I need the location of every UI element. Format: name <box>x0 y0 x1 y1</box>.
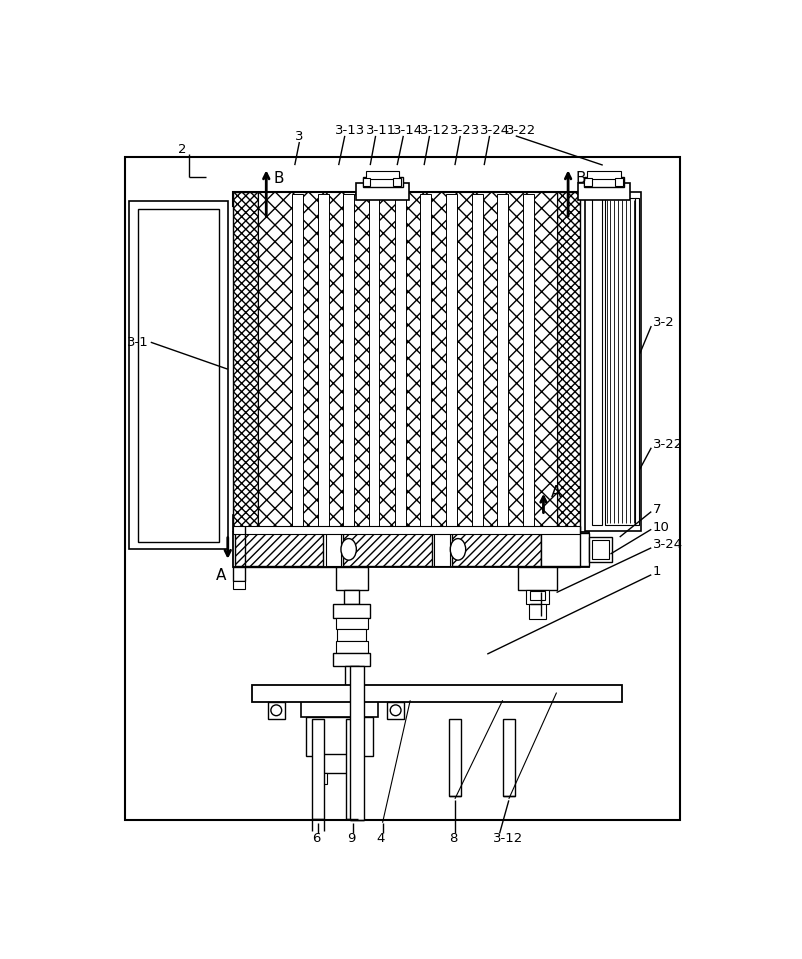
Bar <box>615 178 623 186</box>
Bar <box>343 194 354 529</box>
Text: A: A <box>217 568 227 583</box>
Bar <box>529 591 545 600</box>
Bar <box>369 194 379 529</box>
Bar <box>635 199 639 525</box>
Bar <box>585 192 642 531</box>
Bar <box>585 178 592 186</box>
Text: 3-14: 3-14 <box>393 124 423 137</box>
Bar <box>233 567 245 581</box>
Bar <box>343 533 431 566</box>
Text: 3-24: 3-24 <box>653 538 683 551</box>
Bar <box>447 194 457 529</box>
Bar <box>335 641 368 652</box>
Bar <box>233 192 580 206</box>
Bar <box>541 533 589 566</box>
Bar <box>395 194 406 529</box>
Bar <box>293 194 303 529</box>
Bar <box>318 194 329 529</box>
Bar <box>334 604 371 618</box>
Text: 3-24: 3-24 <box>480 124 510 137</box>
Text: 3-12: 3-12 <box>493 832 524 846</box>
Text: 7: 7 <box>653 503 662 516</box>
Bar <box>578 183 630 199</box>
Bar <box>233 531 589 567</box>
Bar <box>352 773 363 784</box>
Bar <box>268 702 285 718</box>
Text: 3-11: 3-11 <box>366 124 396 137</box>
Bar <box>497 194 508 529</box>
Bar <box>335 618 368 629</box>
Bar <box>233 192 257 531</box>
Bar <box>434 533 450 566</box>
Bar <box>524 194 534 529</box>
Bar <box>526 590 549 604</box>
Bar <box>449 718 461 796</box>
Bar <box>312 718 324 819</box>
Bar <box>420 194 431 529</box>
Bar <box>125 157 680 820</box>
Circle shape <box>271 705 282 715</box>
Bar <box>589 537 612 562</box>
Text: 2: 2 <box>178 143 186 156</box>
Text: 9: 9 <box>347 832 355 846</box>
Bar <box>301 700 378 717</box>
Bar <box>257 192 557 531</box>
Text: A: A <box>550 485 561 500</box>
Bar <box>316 754 363 773</box>
Bar <box>587 172 622 179</box>
Bar <box>452 533 541 566</box>
Text: 3-13: 3-13 <box>334 124 365 137</box>
Bar <box>316 773 327 784</box>
Bar <box>557 192 580 531</box>
Text: 10: 10 <box>653 521 670 533</box>
Bar <box>393 178 401 186</box>
Text: B: B <box>575 171 585 186</box>
Bar <box>326 533 341 566</box>
Text: 8: 8 <box>449 832 457 846</box>
Bar <box>346 718 358 819</box>
Text: 3-12: 3-12 <box>419 124 450 137</box>
Bar <box>503 718 515 796</box>
Text: 3-23: 3-23 <box>450 124 480 137</box>
Ellipse shape <box>450 539 466 560</box>
Ellipse shape <box>341 539 356 560</box>
Bar <box>605 199 636 525</box>
Bar <box>356 183 409 199</box>
Text: 3-22: 3-22 <box>653 438 683 451</box>
Bar <box>233 526 580 534</box>
Bar <box>335 567 368 590</box>
Bar <box>235 533 323 566</box>
Bar <box>334 652 371 667</box>
Bar <box>363 176 403 187</box>
Bar <box>253 685 622 702</box>
Bar <box>585 176 624 187</box>
Circle shape <box>391 705 401 715</box>
Bar <box>344 590 359 604</box>
Text: 6: 6 <box>312 832 320 846</box>
Text: 4: 4 <box>376 832 385 846</box>
Bar <box>138 209 219 542</box>
Bar <box>592 540 609 558</box>
Bar <box>529 604 546 620</box>
Bar <box>387 702 404 718</box>
Text: 3-2: 3-2 <box>653 316 674 330</box>
Text: 3-1: 3-1 <box>127 336 148 349</box>
Bar <box>366 172 399 179</box>
Bar <box>233 516 580 531</box>
Bar <box>592 199 602 525</box>
Bar <box>363 178 371 186</box>
Bar <box>337 629 367 641</box>
Bar <box>518 567 557 590</box>
Text: 3: 3 <box>295 130 303 143</box>
Text: 3-22: 3-22 <box>506 124 536 137</box>
Bar <box>129 201 228 550</box>
Bar <box>472 194 483 529</box>
Bar <box>350 666 364 820</box>
Text: 1: 1 <box>653 565 662 578</box>
Bar <box>345 667 358 739</box>
Bar <box>233 581 245 589</box>
Text: B: B <box>273 171 284 186</box>
Bar <box>306 717 372 756</box>
